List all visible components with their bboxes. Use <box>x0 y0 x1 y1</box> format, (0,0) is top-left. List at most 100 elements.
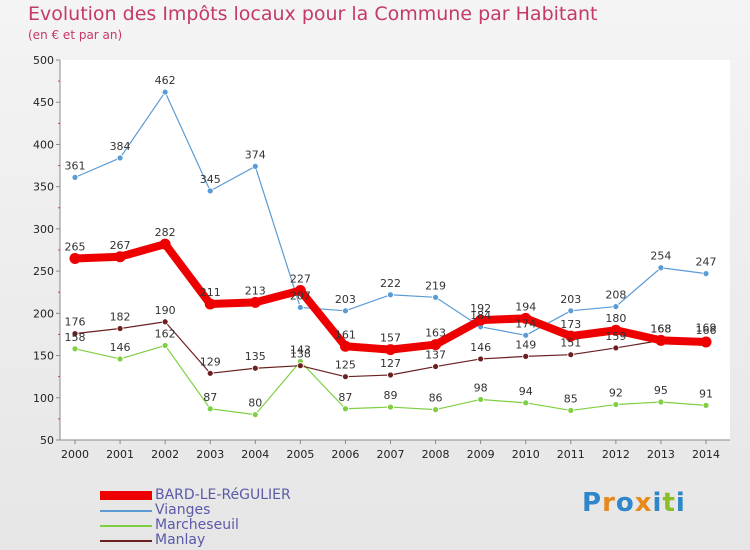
data-point <box>612 303 620 310</box>
data-label: 219 <box>425 279 446 292</box>
data-point <box>296 304 304 311</box>
data-point <box>251 162 259 170</box>
data-point <box>432 406 439 414</box>
data-point <box>520 312 532 324</box>
data-point <box>159 238 171 250</box>
data-point <box>612 401 620 408</box>
data-label: 146 <box>470 341 491 354</box>
x-tick-label: 2007 <box>377 448 405 461</box>
legend-item-marcheseuil: Marcheseuil <box>100 518 291 533</box>
data-label: 157 <box>380 332 401 345</box>
data-point <box>477 355 485 363</box>
data-label: 180 <box>605 312 626 325</box>
data-label: 203 <box>560 293 581 306</box>
data-point <box>387 291 394 299</box>
x-tick-label: 2012 <box>602 448 630 461</box>
y-tick-label: 300 <box>33 223 54 236</box>
data-point <box>71 345 79 353</box>
data-label: 462 <box>155 74 176 87</box>
data-label: 192 <box>470 302 491 315</box>
logo-letter: i <box>675 488 686 518</box>
legend: BARD-LE-RéGULIER Vianges Marcheseuil Man… <box>100 488 291 548</box>
data-label: 361 <box>65 159 86 172</box>
data-point <box>114 251 126 263</box>
x-tick-label: 2005 <box>286 448 314 461</box>
data-label: 129 <box>200 355 221 368</box>
y-tick-label: 200 <box>33 307 54 320</box>
logo-letter: o <box>615 488 635 518</box>
logo-letter: i <box>652 488 663 518</box>
data-label: 98 <box>474 381 488 394</box>
data-point <box>161 342 169 349</box>
data-point <box>432 363 439 370</box>
data-point <box>700 336 712 348</box>
logo-letter: x <box>634 488 653 518</box>
data-label: 208 <box>605 289 626 302</box>
y-tick-label: 150 <box>33 350 54 363</box>
data-point <box>294 285 306 297</box>
data-label: 254 <box>650 250 671 263</box>
data-label: 125 <box>335 359 356 372</box>
data-label: 86 <box>429 392 443 405</box>
logo-letter: P <box>582 488 603 518</box>
legend-item-vianges: Vianges <box>100 503 291 518</box>
legend-item-bard: BARD-LE-RéGULIER <box>100 488 291 503</box>
data-point <box>161 318 169 326</box>
y-tick-label: 350 <box>33 181 54 194</box>
data-label: 345 <box>200 173 221 186</box>
data-label: 184 <box>470 309 491 322</box>
x-tick-label: 2002 <box>151 448 179 461</box>
data-label: 161 <box>335 328 356 341</box>
data-label: 135 <box>245 350 266 363</box>
data-label: 80 <box>248 397 262 410</box>
data-point <box>387 371 394 379</box>
data-label: 182 <box>110 311 131 324</box>
data-point <box>206 187 214 195</box>
data-label: 207 <box>290 289 311 302</box>
data-label: 203 <box>335 293 356 306</box>
data-point <box>71 173 79 181</box>
proxiti-logo: Proxiti <box>582 488 686 518</box>
legend-label-vianges: Vianges <box>155 502 211 518</box>
data-label: 247 <box>696 256 717 269</box>
data-point <box>565 330 577 342</box>
x-tick-label: 2004 <box>241 448 269 461</box>
data-point <box>342 405 349 413</box>
data-label: 151 <box>560 337 581 350</box>
legend-label-bard: BARD-LE-RéGULIER <box>155 487 291 503</box>
x-tick-label: 2009 <box>467 448 495 461</box>
y-tick-label: 450 <box>33 96 54 109</box>
data-label: 190 <box>155 304 176 317</box>
legend-label-marcheseuil: Marcheseuil <box>155 517 239 533</box>
data-point <box>251 364 259 372</box>
data-label: 168 <box>650 322 671 335</box>
data-point <box>249 296 261 308</box>
x-tick-label: 2010 <box>512 448 540 461</box>
data-point <box>116 154 124 162</box>
data-point <box>161 88 169 96</box>
data-point <box>610 324 622 336</box>
data-point <box>477 396 485 403</box>
data-point <box>71 330 79 338</box>
data-label: 89 <box>384 389 398 402</box>
y-tick-label: 400 <box>33 138 54 151</box>
data-label: 267 <box>110 239 131 252</box>
data-point <box>567 351 575 359</box>
y-tick-label: 50 <box>40 434 54 447</box>
data-label: 146 <box>110 341 131 354</box>
data-label: 137 <box>425 349 446 362</box>
chart-subtitle: (en € et par an) <box>28 28 123 42</box>
data-label: 163 <box>425 327 446 340</box>
data-label: 159 <box>605 330 626 343</box>
data-point <box>342 307 349 315</box>
x-tick-label: 2011 <box>557 448 585 461</box>
data-label: 143 <box>290 343 311 356</box>
data-point <box>522 399 530 407</box>
x-tick-label: 2006 <box>331 448 359 461</box>
data-point <box>204 298 216 310</box>
data-point <box>567 407 575 414</box>
data-label: 92 <box>609 387 623 400</box>
legend-swatch-marcheseuil <box>100 524 152 527</box>
logo-letter: r <box>602 488 616 518</box>
